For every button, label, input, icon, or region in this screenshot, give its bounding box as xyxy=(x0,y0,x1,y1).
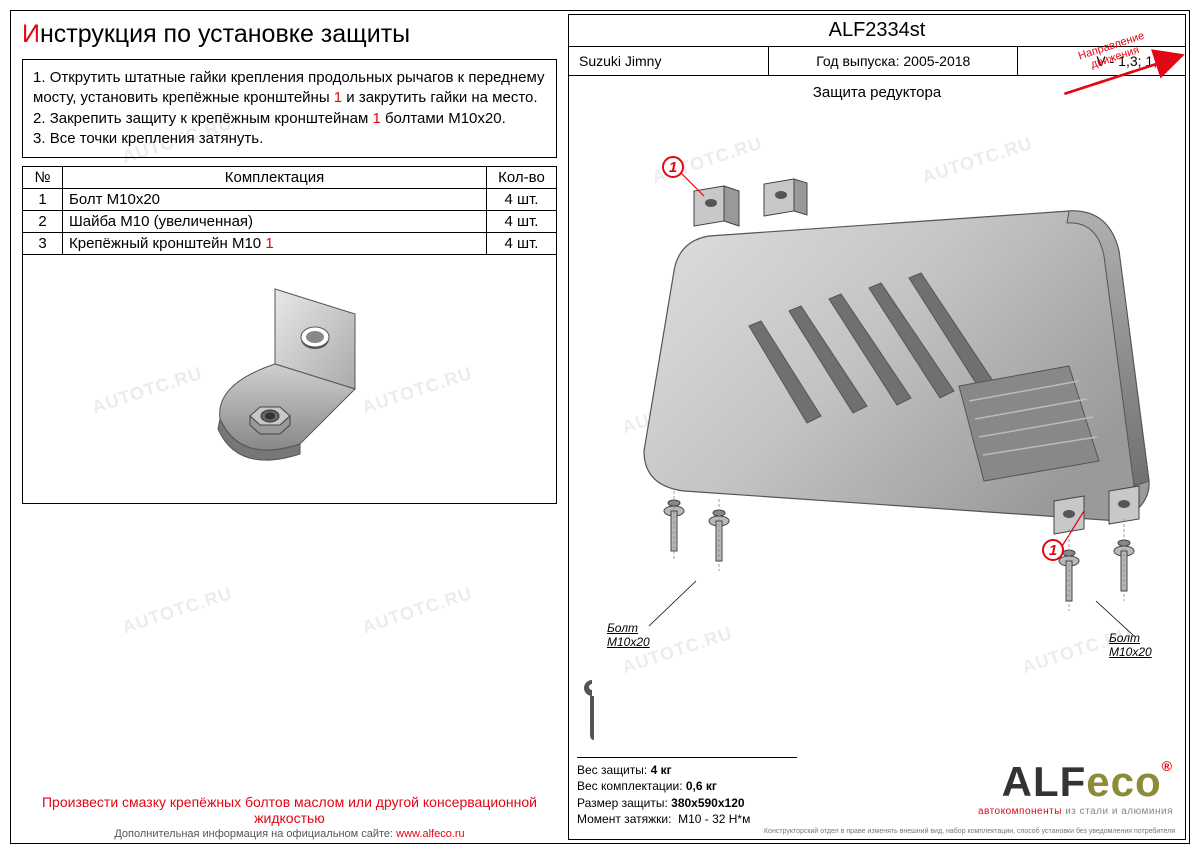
table-row: 2 Шайба М10 (увеличенная) 4 шт. xyxy=(23,211,557,233)
wrench-icon xyxy=(579,672,605,749)
vehicle-name: Suzuki Jimny xyxy=(569,47,769,75)
right-panel: ALF2334st Suzuki Jimny Год выпуска: 2005… xyxy=(568,14,1186,840)
instruction-3: 3. Все точки крепления затянуть. xyxy=(33,129,546,149)
bracket-bottom-2 xyxy=(1109,486,1139,524)
left-panel: Инструкция по установке защиты 1. Открут… xyxy=(22,20,557,504)
th-name: Комплектация xyxy=(63,167,487,189)
bracket-illustration-box xyxy=(22,254,557,504)
specs-box: Вес защиты: 4 кг Вес комплектации: 0,6 к… xyxy=(577,757,797,827)
bracket-top-right xyxy=(764,179,807,216)
callout-1a: 1 xyxy=(662,156,684,178)
bolt-group-left xyxy=(664,491,729,571)
parts-table: № Комплектация Кол-во 1 Болт М10x20 4 шт… xyxy=(22,166,557,255)
footer-site: Дополнительная информация на официальном… xyxy=(22,828,557,840)
th-qty: Кол-во xyxy=(487,167,557,189)
footer-warning: Произвести смазку крепёжных болтов масло… xyxy=(22,794,557,826)
site-link[interactable]: www.alfeco.ru xyxy=(396,828,464,840)
instruction-1: 1. Открутить штатные гайки крепления про… xyxy=(33,68,546,109)
th-num: № xyxy=(23,167,63,189)
page-title: Инструкция по установке защиты xyxy=(22,20,557,49)
table-row: 3 Крепёжный кронштейн М10 1 4 шт. xyxy=(23,233,557,255)
bolt-label-right: БолтМ10x20 xyxy=(1109,631,1152,659)
diagram-area: 1 1 БолтМ10x20 БолтМ10x20 xyxy=(569,101,1185,701)
bracket-illustration xyxy=(180,279,400,479)
disclaimer: Конструкторский отдел в праве изменять в… xyxy=(764,828,1175,835)
logo: ALFeco® автокомпоненты из стали и алюмин… xyxy=(978,758,1173,817)
instructions-box: 1. Открутить штатные гайки крепления про… xyxy=(22,59,557,158)
bolt-label-left: БолтМ10x20 xyxy=(607,621,650,649)
table-row: 1 Болт М10x20 4 шт. xyxy=(23,189,557,211)
year-range: Год выпуска: 2005-2018 xyxy=(769,47,1018,75)
title-rest: нструкция по установке защиты xyxy=(40,20,410,48)
table-header-row: № Комплектация Кол-во xyxy=(23,167,557,189)
skid-plate-illustration xyxy=(589,151,1169,681)
title-first-letter: И xyxy=(22,20,40,48)
bracket-bottom-1 xyxy=(1054,496,1084,534)
instruction-2: 2. Закрепить защиту к крепёжным кронштей… xyxy=(33,109,546,129)
product-code: ALF2334st xyxy=(569,15,1185,47)
callout-1b: 1 xyxy=(1042,539,1064,561)
